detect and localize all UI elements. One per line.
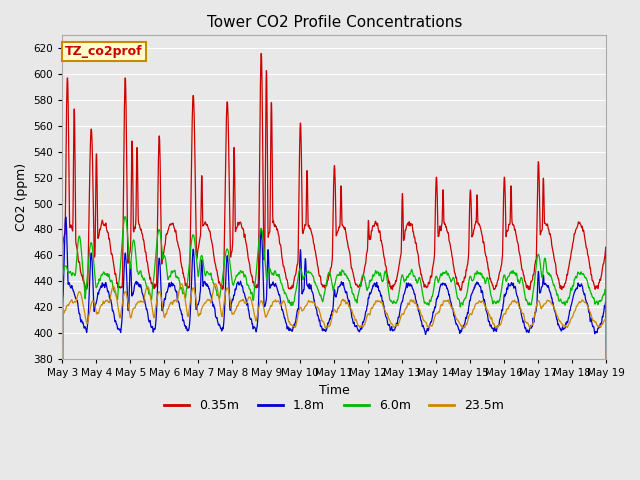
Line: 6.0m: 6.0m <box>62 216 606 480</box>
X-axis label: Time: Time <box>319 384 349 396</box>
23.5m <box>367 306 375 312</box>
6.0m <box>498 284 506 289</box>
23.5m <box>113 295 120 301</box>
Line: 0.35m: 0.35m <box>62 54 606 480</box>
1.8m <box>62 214 70 220</box>
Legend: 0.35m, 1.8m, 6.0m, 23.5m: 0.35m, 1.8m, 6.0m, 23.5m <box>159 395 509 418</box>
Line: 23.5m: 23.5m <box>62 284 606 480</box>
23.5m <box>602 454 610 460</box>
1.8m <box>230 292 238 298</box>
6.0m <box>230 279 238 285</box>
6.0m <box>595 300 602 306</box>
0.35m <box>529 276 536 282</box>
1.8m <box>602 318 610 324</box>
1.8m <box>529 321 536 327</box>
6.0m <box>113 294 120 300</box>
0.35m <box>257 51 265 57</box>
23.5m <box>177 281 185 287</box>
6.0m <box>122 214 129 219</box>
0.35m <box>230 144 238 150</box>
6.0m <box>58 466 66 471</box>
6.0m <box>367 277 375 283</box>
0.35m <box>498 258 506 264</box>
Y-axis label: CO2 (ppm): CO2 (ppm) <box>15 163 28 231</box>
0.35m <box>367 233 375 239</box>
6.0m <box>529 293 536 299</box>
0.35m <box>595 282 602 288</box>
Text: TZ_co2prof: TZ_co2prof <box>65 45 143 58</box>
Title: Tower CO2 Profile Concentrations: Tower CO2 Profile Concentrations <box>207 15 462 30</box>
1.8m <box>498 307 506 312</box>
23.5m <box>498 317 506 323</box>
1.8m <box>595 324 602 330</box>
23.5m <box>595 324 602 329</box>
1.8m <box>367 290 375 296</box>
0.35m <box>602 293 610 299</box>
23.5m <box>529 322 536 327</box>
23.5m <box>230 310 238 316</box>
Line: 1.8m: 1.8m <box>62 217 606 480</box>
0.35m <box>113 278 120 284</box>
1.8m <box>113 322 121 327</box>
